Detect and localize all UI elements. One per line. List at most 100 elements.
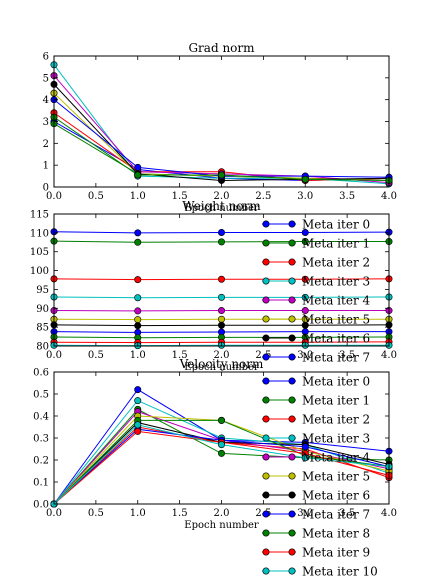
legend-marker xyxy=(288,548,296,556)
x-tick-label: 2.0 xyxy=(214,350,230,361)
legend-label: Meta iter 8 xyxy=(302,527,370,541)
legend-entry: Meta iter 6 xyxy=(262,332,370,346)
data-point xyxy=(301,454,309,462)
x-tick-label: 0.0 xyxy=(46,350,62,361)
legend-entry: Meta iter 5 xyxy=(262,470,370,484)
data-point xyxy=(218,416,226,424)
chart-title: Velocity norm xyxy=(179,357,264,371)
y-tick-label: 95 xyxy=(36,285,49,296)
x-tick-label: 0.5 xyxy=(88,350,104,361)
y-tick-label: 90 xyxy=(36,304,49,315)
legend-2: Meta iter 0 Meta iter 1 Meta iter 2 Meta it… xyxy=(262,218,370,365)
legend-marker xyxy=(288,434,296,442)
data-point xyxy=(134,307,142,315)
data-point xyxy=(218,441,226,449)
data-point xyxy=(301,307,309,315)
legend-marker xyxy=(262,296,270,304)
legend-marker xyxy=(262,396,270,404)
legend-label: Meta iter 2 xyxy=(302,256,370,270)
legend-entry: Meta iter 7 xyxy=(262,351,370,365)
legend-entry: Meta iter 7 xyxy=(262,508,370,522)
chart-3: 0.00.51.01.52.02.53.03.54.00.00.10.20.30… xyxy=(33,357,397,531)
x-tick-label: 4.0 xyxy=(381,508,397,519)
legend-entry: Meta iter 8 xyxy=(262,527,370,541)
legend-label: Meta iter 4 xyxy=(302,294,370,308)
legend-entry: Meta iter 4 xyxy=(262,451,370,465)
legend-marker xyxy=(288,315,296,323)
y-tick-label: 0.4 xyxy=(33,412,49,423)
data-point xyxy=(218,238,226,246)
legend-label: Meta iter 9 xyxy=(302,546,370,560)
data-point xyxy=(134,386,142,394)
x-tick-label: 0.0 xyxy=(46,191,62,202)
legend-label: Meta iter 0 xyxy=(302,375,370,389)
y-tick-label: 80 xyxy=(36,342,49,353)
series-8 xyxy=(50,333,393,342)
legend-label: Meta iter 1 xyxy=(302,394,370,408)
data-point xyxy=(301,275,309,283)
legend-marker xyxy=(288,567,296,575)
legend-entry: Meta iter 1 xyxy=(262,237,370,251)
plot-background xyxy=(54,56,389,187)
data-point xyxy=(218,171,226,179)
data-point xyxy=(134,316,142,324)
data-point xyxy=(301,293,309,301)
legend-marker xyxy=(288,491,296,499)
data-point xyxy=(134,238,142,246)
legend-entry: Meta iter 5 xyxy=(262,313,370,327)
series-7 xyxy=(50,328,393,336)
legend-marker xyxy=(288,353,296,361)
legend-marker xyxy=(262,548,270,556)
legend-label: Meta iter 0 xyxy=(302,218,370,232)
legend-label: Meta iter 2 xyxy=(302,413,370,427)
legend-label: Meta iter 4 xyxy=(302,451,370,465)
x-tick-label: 1.0 xyxy=(130,508,146,519)
legend-marker xyxy=(288,220,296,228)
legend-marker xyxy=(262,258,270,266)
legend-marker xyxy=(262,510,270,518)
legend-entry: Meta iter 2 xyxy=(262,413,370,427)
data-point xyxy=(218,228,226,236)
data-point xyxy=(134,276,142,284)
legend-marker xyxy=(288,296,296,304)
legend-marker xyxy=(288,258,296,266)
data-point xyxy=(134,163,142,171)
legend-label: Meta iter 7 xyxy=(302,351,370,365)
legend-entry: Meta iter 4 xyxy=(262,294,370,308)
legend-marker xyxy=(262,453,270,461)
data-point xyxy=(134,229,142,237)
x-tick-label: 3.0 xyxy=(297,350,313,361)
legend-marker xyxy=(288,472,296,480)
legend-label: Meta iter 3 xyxy=(302,432,370,446)
chart-1: 0.0 0.5 1.0 1.5 2.0 2.5 3.0 3.5 4.0 0 1 2 3 4 5 6 Grad n… xyxy=(43,41,397,214)
legend-marker xyxy=(288,453,296,461)
y-tick-label: 1 xyxy=(43,161,49,172)
legend-label: Meta iter 3 xyxy=(302,275,370,289)
legend-entry: Meta iter 0 xyxy=(262,375,370,389)
data-point xyxy=(134,294,142,302)
x-tick-label: 1.5 xyxy=(172,508,188,519)
y-tick-label: 110 xyxy=(30,228,49,239)
legend-label: Meta iter 6 xyxy=(302,332,370,346)
y-tick-label: 3 xyxy=(43,117,49,128)
data-point xyxy=(301,238,309,246)
legend-marker xyxy=(288,510,296,518)
x-tick-label: 4.0 xyxy=(381,191,397,202)
data-point xyxy=(218,321,226,329)
y-tick-label: 0.2 xyxy=(33,456,49,467)
data-point xyxy=(134,427,142,435)
legend-marker xyxy=(262,353,270,361)
x-tick-label: 3.5 xyxy=(339,508,355,519)
legend-entry: Meta iter 3 xyxy=(262,432,370,446)
data-point xyxy=(218,315,226,323)
y-tick-label: 0.3 xyxy=(33,434,49,445)
legend-marker xyxy=(262,239,270,247)
legend-marker xyxy=(262,567,270,575)
x-tick-label: 1.5 xyxy=(172,350,188,361)
data-point xyxy=(301,228,309,236)
x-tick-label: 1.0 xyxy=(130,191,146,202)
x-tick-label: 3.0 xyxy=(297,508,313,519)
legend-label: Meta iter 5 xyxy=(302,313,370,327)
series-10 xyxy=(50,421,393,508)
